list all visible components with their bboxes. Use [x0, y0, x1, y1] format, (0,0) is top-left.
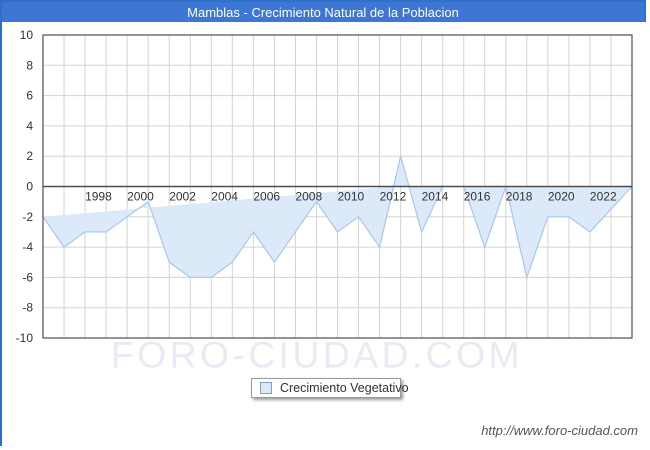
svg-text:2002: 2002 — [169, 190, 196, 204]
svg-text:-10: -10 — [16, 331, 34, 345]
svg-text:-8: -8 — [22, 301, 33, 315]
svg-text:10: 10 — [20, 28, 34, 42]
svg-text:2014: 2014 — [422, 190, 449, 204]
svg-text:2010: 2010 — [338, 190, 365, 204]
svg-text:2020: 2020 — [548, 190, 575, 204]
svg-text:2022: 2022 — [590, 190, 617, 204]
svg-text:2018: 2018 — [506, 190, 533, 204]
svg-text:4: 4 — [26, 119, 33, 133]
svg-text:0: 0 — [26, 180, 33, 194]
svg-text:8: 8 — [26, 58, 33, 72]
svg-text:-4: -4 — [22, 240, 33, 254]
svg-text:FORO-CIUDAD.COM: FORO-CIUDAD.COM — [111, 334, 523, 376]
svg-text:2016: 2016 — [464, 190, 491, 204]
svg-text:-6: -6 — [22, 270, 33, 284]
svg-text:2006: 2006 — [253, 190, 280, 204]
svg-text:-2: -2 — [22, 210, 33, 224]
svg-text:1998: 1998 — [85, 190, 112, 204]
svg-text:2000: 2000 — [127, 190, 154, 204]
svg-text:6: 6 — [26, 89, 33, 103]
svg-text:2004: 2004 — [211, 190, 238, 204]
svg-text:2: 2 — [26, 149, 33, 163]
svg-text:2012: 2012 — [380, 190, 407, 204]
svg-text:2008: 2008 — [295, 190, 322, 204]
